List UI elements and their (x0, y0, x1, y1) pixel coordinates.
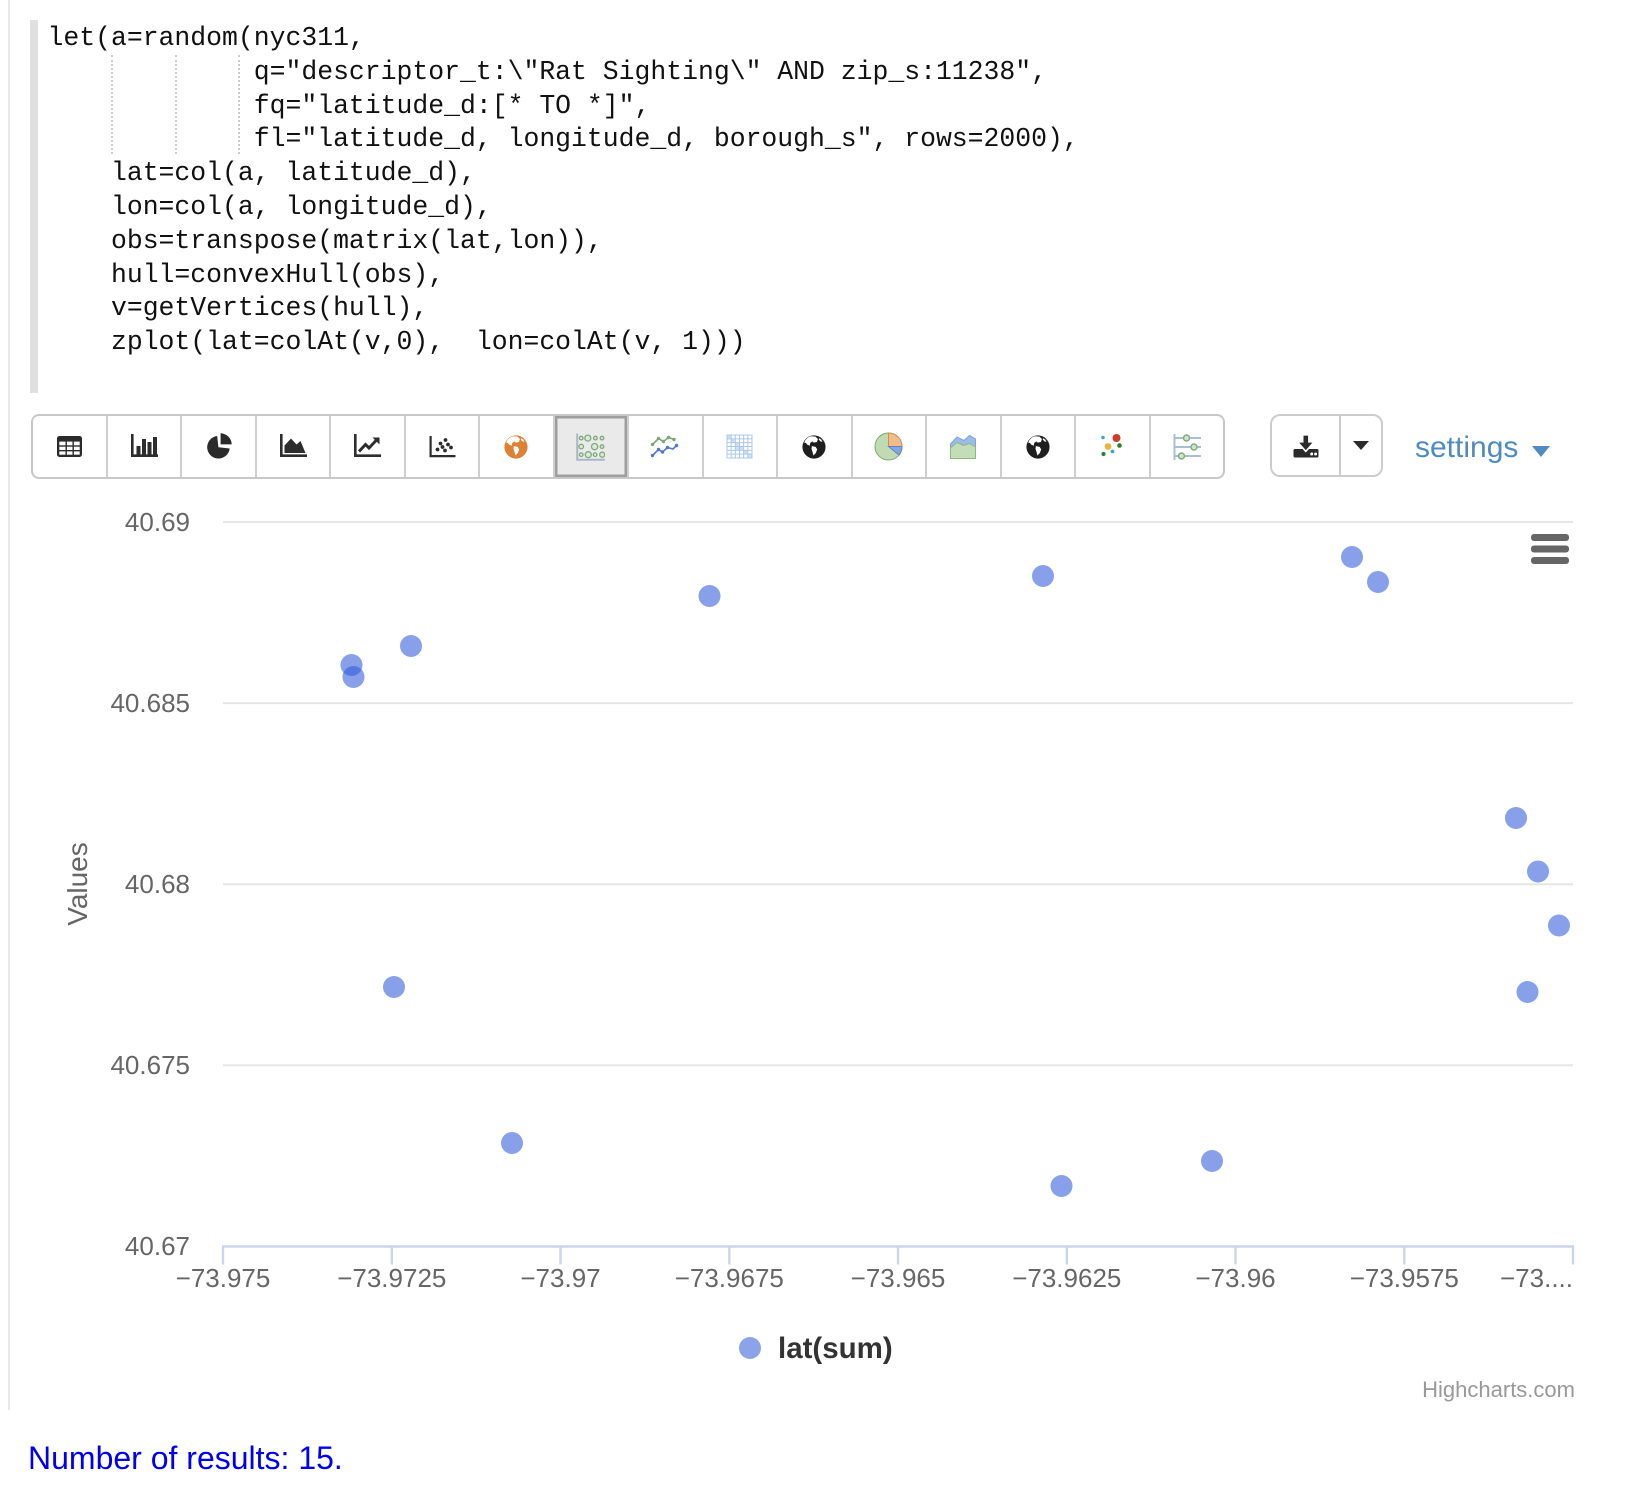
svg-text:lat(sum): lat(sum) (778, 1332, 893, 1365)
svg-text:Highcharts.com: Highcharts.com (1422, 1377, 1575, 1402)
svg-text:−73.975: −73.975 (176, 1263, 271, 1293)
svg-text:Values: Values (62, 842, 93, 926)
svg-text:40.675: 40.675 (110, 1050, 190, 1080)
svg-text:−73.97: −73.97 (520, 1263, 600, 1293)
svg-text:40.685: 40.685 (110, 688, 190, 718)
svg-text:40.67: 40.67 (125, 1231, 190, 1261)
svg-text:40.69: 40.69 (125, 507, 190, 537)
svg-text:40.68: 40.68 (125, 869, 190, 899)
svg-text:−73.9575: −73.9575 (1350, 1263, 1459, 1293)
svg-text:−73.9725: −73.9725 (337, 1263, 446, 1293)
svg-text:−73....: −73.... (1500, 1263, 1573, 1293)
svg-text:−73.9675: −73.9675 (675, 1263, 784, 1293)
svg-text:−73.965: −73.965 (851, 1263, 946, 1293)
svg-text:−73.9625: −73.9625 (1012, 1263, 1121, 1293)
svg-text:−73.96: −73.96 (1195, 1263, 1275, 1293)
